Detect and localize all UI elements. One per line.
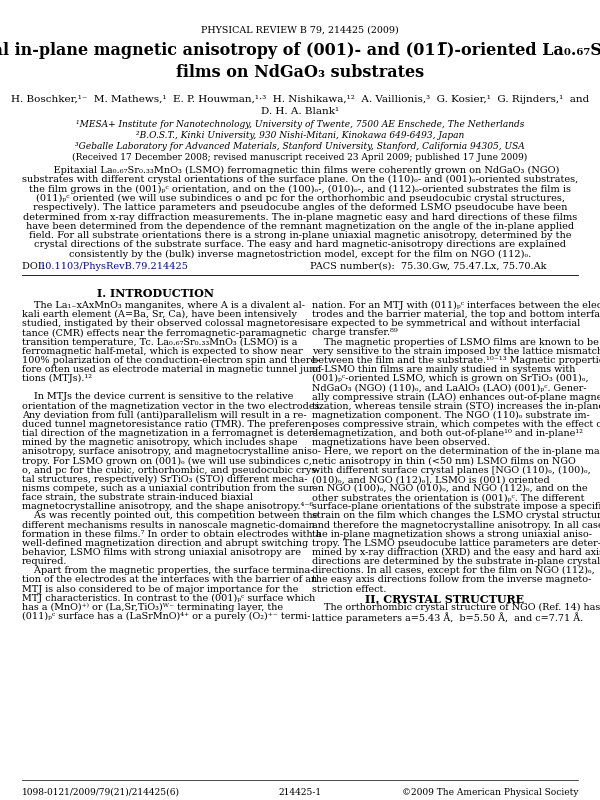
Text: netic anisotropy in thin (<50 nm) LSMO films on NGO: netic anisotropy in thin (<50 nm) LSMO f… bbox=[312, 457, 576, 466]
Text: demagnetization, and both out-of-plane¹⁰ and in-plane¹²: demagnetization, and both out-of-plane¹⁰… bbox=[312, 429, 583, 438]
Text: Strong uniaxial in-plane magnetic anisotropy of (001)- and (011̅)-oriented La₀.₆: Strong uniaxial in-plane magnetic anisot… bbox=[0, 42, 600, 81]
Text: anisotropy, surface anisotropy, and magnetocrystalline aniso-: anisotropy, surface anisotropy, and magn… bbox=[22, 447, 321, 456]
Text: of LSMO thin films are mainly studied in systems with: of LSMO thin films are mainly studied in… bbox=[312, 365, 575, 374]
Text: different mechanisms results in nanoscale magnetic-domain: different mechanisms results in nanoscal… bbox=[22, 521, 315, 530]
Text: PACS number(s):  75.30.Gw, 75.47.Lx, 75.70.Ak: PACS number(s): 75.30.Gw, 75.47.Lx, 75.7… bbox=[310, 262, 547, 271]
Text: The magnetic properties of LSMO films are known to be: The magnetic properties of LSMO films ar… bbox=[312, 338, 599, 346]
Text: mined by the magnetic anisotropy, which includes shape: mined by the magnetic anisotropy, which … bbox=[22, 438, 298, 447]
Text: 214425-1: 214425-1 bbox=[278, 788, 322, 797]
Text: MTJ is also considered to be of major importance for the: MTJ is also considered to be of major im… bbox=[22, 585, 298, 594]
Text: ally compressive strain (LAO) enhances out-of-plane magne-: ally compressive strain (LAO) enhances o… bbox=[312, 393, 600, 402]
Text: tial direction of the magnetization in a ferromagnet is deter-: tial direction of the magnetization in a… bbox=[22, 429, 317, 438]
Text: has a (MnO)⁺⁾ or (La,Sr,TiO₃)ᵂ⁻ terminating layer, the: has a (MnO)⁺⁾ or (La,Sr,TiO₃)ᵂ⁻ terminat… bbox=[22, 603, 283, 612]
Text: studied, instigated by their observed colossal magnetoresis-: studied, instigated by their observed co… bbox=[22, 319, 316, 328]
Text: transition temperature, Tc. La₀.₆₇Sr₀.₃₃MnO₃ (LSMO) is a: transition temperature, Tc. La₀.₆₇Sr₀.₃₃… bbox=[22, 338, 298, 346]
Text: (010)ₒ, and NGO (112)ₒ]. LSMO is (001) oriented: (010)ₒ, and NGO (112)ₒ]. LSMO is (001) o… bbox=[312, 475, 550, 484]
Text: The La₁₋xAxMnO₃ manganites, where A is a divalent al-: The La₁₋xAxMnO₃ manganites, where A is a… bbox=[22, 301, 305, 310]
Text: are expected to be symmetrical and without interfacial: are expected to be symmetrical and witho… bbox=[312, 319, 580, 328]
Text: (Received 17 December 2008; revised manuscript received 23 April 2009; published: (Received 17 December 2008; revised manu… bbox=[73, 153, 527, 162]
Text: tropy. For LSMO grown on (001)ₒ (we will use subindices c,: tropy. For LSMO grown on (001)ₒ (we will… bbox=[22, 457, 312, 466]
Text: required.: required. bbox=[22, 557, 67, 566]
Text: Epitaxial La₀.₆₇Sr₀.₃₃MnO₃ (LSMO) ferromagnetic thin films were coherently grown: Epitaxial La₀.₆₇Sr₀.₃₃MnO₃ (LSMO) ferrom… bbox=[41, 166, 559, 175]
Text: tropy. The LSMO pseudocube lattice parameters are deter-: tropy. The LSMO pseudocube lattice param… bbox=[312, 539, 600, 548]
Text: directions. In all cases, except for the film on NGO (112)ₒ,: directions. In all cases, except for the… bbox=[312, 566, 595, 575]
Text: tal structures, respectively) SrTiO₃ (STO) different mecha-: tal structures, respectively) SrTiO₃ (ST… bbox=[22, 475, 308, 484]
Text: directions are determined by the substrate in-plane crystal: directions are determined by the substra… bbox=[312, 557, 600, 566]
Text: the easy axis directions follow from the inverse magneto-: the easy axis directions follow from the… bbox=[312, 575, 592, 585]
Text: NdGaO₃ (NGO) (110)ₒ, and LaAlO₃ (LAO) (001)ₚᶜ. Gener-: NdGaO₃ (NGO) (110)ₒ, and LaAlO₃ (LAO) (0… bbox=[312, 383, 587, 392]
Text: Here, we report on the determination of the in-plane mag-: Here, we report on the determination of … bbox=[312, 447, 600, 456]
Text: substrates with different crystal orientations of the surface plane. On the (110: substrates with different crystal orient… bbox=[22, 175, 578, 185]
Text: behavior, LSMO films with strong uniaxial anisotropy are: behavior, LSMO films with strong uniaxia… bbox=[22, 548, 301, 557]
Text: tion of the electrodes at the interfaces with the barrier of an: tion of the electrodes at the interfaces… bbox=[22, 575, 317, 585]
Text: fore often used as electrode material in magnetic tunnel junc-: fore often used as electrode material in… bbox=[22, 365, 324, 374]
Text: formation in these films.⁷ In order to obtain electrodes with a: formation in these films.⁷ In order to o… bbox=[22, 530, 322, 538]
Text: nisms compete, such as a uniaxial contribution from the sur-: nisms compete, such as a uniaxial contri… bbox=[22, 484, 317, 493]
Text: 100% polarization of the conduction-electron spin and there-: 100% polarization of the conduction-elec… bbox=[22, 356, 320, 365]
Text: well-defined magnetization direction and abrupt switching: well-defined magnetization direction and… bbox=[22, 539, 308, 548]
Text: face strain, the substrate strain-induced biaxial: face strain, the substrate strain-induce… bbox=[22, 493, 253, 502]
Text: MTJ characteristics. In contrast to the (001)ₚᶜ surface which: MTJ characteristics. In contrast to the … bbox=[22, 594, 315, 603]
Text: tance (CMR) effects near the ferromagnetic-paramagnetic: tance (CMR) effects near the ferromagnet… bbox=[22, 329, 307, 338]
Text: striction effect.: striction effect. bbox=[312, 585, 386, 594]
Text: ¹MESA+ Institute for Nanotechnology, University of Twente, 7500 AE Enschede, The: ¹MESA+ Institute for Nanotechnology, Uni… bbox=[76, 120, 524, 129]
Text: In MTJs the device current is sensitive to the relative: In MTJs the device current is sensitive … bbox=[22, 393, 293, 402]
Text: consistently by the (bulk) inverse magnetostriction model, except for the film o: consistently by the (bulk) inverse magne… bbox=[69, 250, 531, 259]
Text: 1098-0121/2009/79(21)/214425(6): 1098-0121/2009/79(21)/214425(6) bbox=[22, 788, 180, 797]
Text: PHYSICAL REVIEW B 79, 214425 (2009): PHYSICAL REVIEW B 79, 214425 (2009) bbox=[201, 26, 399, 35]
Text: The orthorhombic crystal structure of NGO (Ref. 14) has: The orthorhombic crystal structure of NG… bbox=[312, 603, 600, 612]
Text: magnetizations have been observed.: magnetizations have been observed. bbox=[312, 438, 490, 447]
Text: very sensitive to the strain imposed by the lattice mismatch: very sensitive to the strain imposed by … bbox=[312, 346, 600, 356]
Text: strain on the film which changes the LSMO crystal structure: strain on the film which changes the LSM… bbox=[312, 511, 600, 521]
Text: determined from x-ray diffraction measurements. The in-plane magnetic easy and h: determined from x-ray diffraction measur… bbox=[23, 213, 577, 222]
Text: and therefore the magnetocrystalline anisotropy. In all cases: and therefore the magnetocrystalline ani… bbox=[312, 521, 600, 530]
Text: I. INTRODUCTION: I. INTRODUCTION bbox=[97, 288, 214, 299]
Text: surface-plane orientations of the substrate impose a specific: surface-plane orientations of the substr… bbox=[312, 502, 600, 511]
Text: duced tunnel magnetoresistance ratio (TMR). The preferen-: duced tunnel magnetoresistance ratio (TM… bbox=[22, 420, 314, 429]
Text: other substrates the orientation is (001)ₚᶜ. The different: other substrates the orientation is (001… bbox=[312, 493, 584, 502]
Text: ³Geballe Laboratory for Advanced Materials, Stanford University, Stanford, Calif: ³Geballe Laboratory for Advanced Materia… bbox=[75, 142, 525, 151]
Text: ©2009 The American Physical Society: ©2009 The American Physical Society bbox=[401, 788, 578, 797]
Text: As was recently pointed out, this competition between the: As was recently pointed out, this compet… bbox=[22, 511, 319, 521]
Text: magnetocrystalline anisotropy, and the shape anisotropy.⁴⁻⁶: magnetocrystalline anisotropy, and the s… bbox=[22, 502, 313, 511]
Text: magnetization component. The NGO (110)ₒ substrate im-: magnetization component. The NGO (110)ₒ … bbox=[312, 410, 590, 420]
Text: poses compressive strain, which competes with the effect of: poses compressive strain, which competes… bbox=[312, 420, 600, 429]
Text: ferromagnetic half-metal, which is expected to show near: ferromagnetic half-metal, which is expec… bbox=[22, 346, 303, 356]
Text: between the film and the substrate.¹⁰⁻¹³ Magnetic properties: between the film and the substrate.¹⁰⁻¹³… bbox=[312, 356, 600, 365]
Text: respectively). The lattice parameters and pseudocube angles of the deformed LSMO: respectively). The lattice parameters an… bbox=[33, 203, 567, 212]
Text: II. CRYSTAL STRUCTURE: II. CRYSTAL STRUCTURE bbox=[365, 594, 524, 605]
Text: trodes and the barrier material, the top and bottom interfaces: trodes and the barrier material, the top… bbox=[312, 310, 600, 319]
Text: D. H. A. Blank¹: D. H. A. Blank¹ bbox=[261, 107, 339, 116]
Text: orientation of the magnetization vector in the two electrodes.: orientation of the magnetization vector … bbox=[22, 402, 323, 410]
Text: Apart from the magnetic properties, the surface termina-: Apart from the magnetic properties, the … bbox=[22, 566, 314, 575]
Text: nation. For an MTJ with (011)ₚᶜ interfaces between the elec-: nation. For an MTJ with (011)ₚᶜ interfac… bbox=[312, 301, 600, 310]
Text: tions (MTJs).¹²: tions (MTJs).¹² bbox=[22, 374, 92, 383]
Text: tization, whereas tensile strain (STO) increases the in-plane: tization, whereas tensile strain (STO) i… bbox=[312, 402, 600, 410]
Text: field. For all substrate orientations there is a strong in-plane uniaxial magnet: field. For all substrate orientations th… bbox=[29, 231, 571, 240]
Text: (011)ₚᶜ surface has a (LaSrMnO)⁴⁺ or a purely (O₂)⁺⁻ termi-: (011)ₚᶜ surface has a (LaSrMnO)⁴⁺ or a p… bbox=[22, 612, 310, 622]
Text: the film grows in the (001)ₚᶜ orientation, and on the (100)ₒ-, (010)ₒ-, and (112: the film grows in the (001)ₚᶜ orientatio… bbox=[29, 185, 571, 194]
Text: crystal directions of the substrate surface. The easy and hard magnetic-anisotro: crystal directions of the substrate surf… bbox=[34, 241, 566, 250]
Text: ²B.O.S.T., Kinki University, 930 Nishi-Mitani, Kinokawa 649-6493, Japan: ²B.O.S.T., Kinki University, 930 Nishi-M… bbox=[136, 131, 464, 140]
Text: 10.1103/PhysRevB.79.214425: 10.1103/PhysRevB.79.214425 bbox=[40, 262, 189, 271]
Text: charge transfer.⁸⁹: charge transfer.⁸⁹ bbox=[312, 329, 398, 338]
Text: (011)ₚᶜ oriented (we will use subindices o and pc for the orthorhombic and pseud: (011)ₚᶜ oriented (we will use subindices… bbox=[35, 194, 565, 203]
Text: mined by x-ray diffraction (XRD) and the easy and hard axis: mined by x-ray diffraction (XRD) and the… bbox=[312, 548, 600, 557]
Text: DOI:: DOI: bbox=[22, 262, 48, 271]
Text: o, and pc for the cubic, orthorhombic, and pseudocubic crys-: o, and pc for the cubic, orthorhombic, a… bbox=[22, 466, 320, 474]
Text: Any deviation from full (anti)parallelism will result in a re-: Any deviation from full (anti)parallelis… bbox=[22, 410, 307, 420]
Text: kali earth element (A=Ba, Sr, Ca), have been intensively: kali earth element (A=Ba, Sr, Ca), have … bbox=[22, 310, 297, 319]
Text: the in-plane magnetization shows a strong uniaxial aniso-: the in-plane magnetization shows a stron… bbox=[312, 530, 592, 538]
Text: lattice parameters a=5.43 Å,  b=5.50 Å,  and c=7.71 Å.: lattice parameters a=5.43 Å, b=5.50 Å, a… bbox=[312, 612, 583, 623]
Text: with different surface crystal planes [NGO (110)ₒ, (100)ₒ,: with different surface crystal planes [N… bbox=[312, 466, 591, 475]
Text: on NGO (100)ₒ, NGO (010)ₒ, and NGO (112)ₒ, and on the: on NGO (100)ₒ, NGO (010)ₒ, and NGO (112)… bbox=[312, 484, 587, 493]
Text: (001)ₚᶜ-oriented LSMO, which is grown on SrTiO₃ (001)ₒ,: (001)ₚᶜ-oriented LSMO, which is grown on… bbox=[312, 374, 589, 383]
Text: H. Boschker,¹⁻  M. Mathews,¹  E. P. Houwman,¹·³  H. Nishikawa,¹²  A. Vaillionis,: H. Boschker,¹⁻ M. Mathews,¹ E. P. Houwma… bbox=[11, 95, 589, 104]
Text: have been determined from the dependence of the remnant magnetization on the ang: have been determined from the dependence… bbox=[26, 222, 574, 231]
